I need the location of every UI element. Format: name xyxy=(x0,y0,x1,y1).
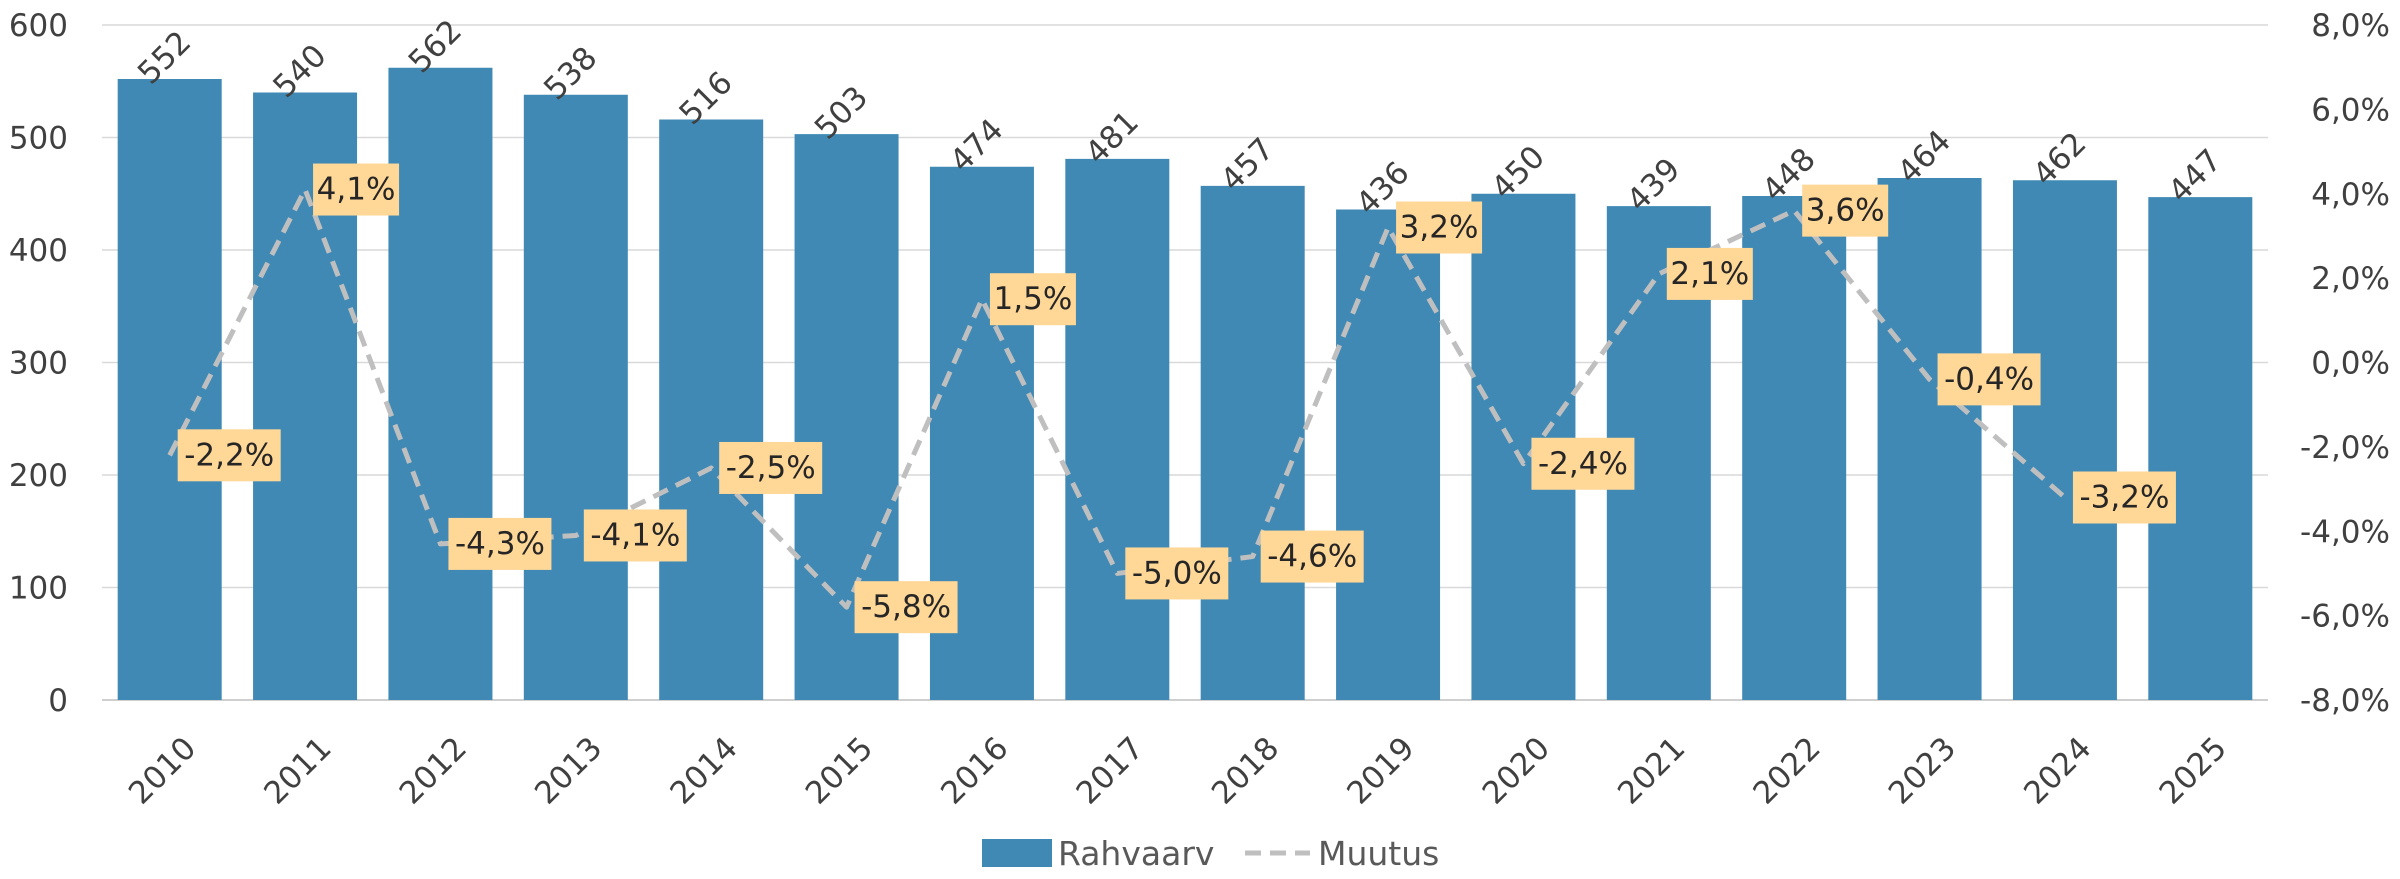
y-left-tick-label: 500 xyxy=(9,121,68,157)
y-left-tick-label: 100 xyxy=(9,571,68,607)
y-right-tick-label: -8,0% xyxy=(2300,683,2390,719)
bar xyxy=(2148,197,2253,700)
legend-label-muutus: Muutus xyxy=(1318,834,1439,873)
muutus-value-label: -3,2% xyxy=(2072,471,2176,524)
y-left-tick-label: 400 xyxy=(9,233,68,269)
muutus-label-box xyxy=(1531,437,1635,490)
muutus-label-box xyxy=(177,429,281,482)
muutus-value-label: 2,1% xyxy=(1666,247,1753,300)
muutus-value-text: -3,2% xyxy=(2079,480,2169,516)
y-left-tick-label: 200 xyxy=(9,458,68,494)
muutus-value-label: 3,2% xyxy=(1396,201,1483,254)
y-right-tick-label: -6,0% xyxy=(2300,599,2390,635)
muutus-value-label: -5,0% xyxy=(1125,547,1229,600)
muutus-value-label: 3,6% xyxy=(1802,184,1889,237)
muutus-value-label: 4,1% xyxy=(313,163,400,216)
muutus-value-label: -4,6% xyxy=(1260,530,1364,583)
muutus-line xyxy=(167,187,2067,610)
x-tick-label: 2020 xyxy=(1476,730,1557,811)
muutus-value-text: -5,8% xyxy=(861,589,951,625)
x-tick-label: 2021 xyxy=(1611,730,1692,811)
x-tick-label: 2017 xyxy=(1070,730,1151,811)
y-right-tick-label: 6,0% xyxy=(2311,92,2390,128)
muutus-value-text: -2,2% xyxy=(184,437,274,473)
muutus-value-label: -2,5% xyxy=(719,441,823,494)
muutus-label-box xyxy=(1937,353,2041,406)
muutus-label-box xyxy=(448,517,552,570)
x-tick-label: 2010 xyxy=(122,730,203,811)
muutus-value-label: -5,8% xyxy=(854,581,958,634)
bar xyxy=(388,67,493,700)
x-tick-label: 2014 xyxy=(663,730,744,811)
muutus-value-label: -4,1% xyxy=(583,509,687,562)
muutus-value-text: -4,1% xyxy=(590,517,680,553)
y-right-tick-label: 2,0% xyxy=(2311,261,2390,297)
bar xyxy=(1065,158,1170,700)
x-tick-label: 2025 xyxy=(2153,730,2234,811)
legend-label-rahvaarv: Rahvaarv xyxy=(1058,834,1214,873)
muutus-label-box xyxy=(854,581,958,634)
x-tick-label: 2013 xyxy=(528,730,609,811)
muutus-label-box xyxy=(1396,201,1483,254)
muutus-value-label: -2,2% xyxy=(177,429,281,482)
y-right-tick-label: 4,0% xyxy=(2311,177,2390,213)
x-tick-label: 2012 xyxy=(393,730,474,811)
y-left-tick-label: 600 xyxy=(9,8,68,44)
x-tick-label: 2018 xyxy=(1205,730,1286,811)
y-left-tick-label: 0 xyxy=(48,683,68,719)
muutus-value-text: 4,1% xyxy=(317,172,396,208)
bar xyxy=(1336,209,1441,700)
muutus-value-text: -2,5% xyxy=(726,450,816,486)
legend-swatch-rahvaarv xyxy=(982,839,1052,867)
x-tick-label: 2015 xyxy=(799,730,880,811)
muutus-value-text: -5,0% xyxy=(1132,555,1222,591)
muutus-label-box xyxy=(1260,530,1364,583)
muutus-value-text: 3,2% xyxy=(1400,210,1479,246)
x-tick-label: 2016 xyxy=(934,730,1015,811)
muutus-value-text: -4,3% xyxy=(455,526,545,562)
muutus-label-box xyxy=(719,441,823,494)
x-tick-label: 2024 xyxy=(2017,730,2098,811)
muutus-value-text: 2,1% xyxy=(1670,256,1749,292)
bar xyxy=(1200,185,1305,700)
y-right-tick-label: -4,0% xyxy=(2300,514,2390,550)
bar xyxy=(659,119,764,700)
muutus-label-box xyxy=(313,163,400,216)
muutus-label-box xyxy=(2072,471,2176,524)
x-tick-label: 2022 xyxy=(1746,730,1827,811)
muutus-value-text: -0,4% xyxy=(1944,361,2034,397)
muutus-label-box xyxy=(1666,247,1753,300)
y-left-tick-label: 300 xyxy=(9,346,68,382)
y-right-tick-label: 8,0% xyxy=(2311,8,2390,44)
muutus-value-text: 3,6% xyxy=(1806,193,1885,229)
muutus-value-label: -4,3% xyxy=(448,517,552,570)
muutus-label-box xyxy=(1802,184,1889,237)
muutus-value-label: 1,5% xyxy=(989,273,1076,326)
muutus-label-box xyxy=(1125,547,1229,600)
muutus-value-label: -0,4% xyxy=(1937,353,2041,406)
y-right-tick-label: 0,0% xyxy=(2311,346,2390,382)
x-tick-label: 2011 xyxy=(257,730,338,811)
bar xyxy=(2012,180,2117,700)
y-right-tick-label: -2,0% xyxy=(2300,430,2390,466)
x-tick-label: 2023 xyxy=(1882,730,1963,811)
bar xyxy=(1742,196,1847,700)
muutus-value-text: -4,6% xyxy=(1267,539,1357,575)
muutus-label-box xyxy=(583,509,687,562)
bar xyxy=(1877,178,1982,700)
muutus-value-label: -2,4% xyxy=(1531,437,1635,490)
bar xyxy=(117,79,222,700)
muutus-label-box xyxy=(989,273,1076,326)
x-tick-label: 2019 xyxy=(1340,730,1421,811)
muutus-value-text: 1,5% xyxy=(994,281,1073,317)
bar xyxy=(523,94,628,700)
muutus-value-text: -2,4% xyxy=(1538,446,1628,482)
